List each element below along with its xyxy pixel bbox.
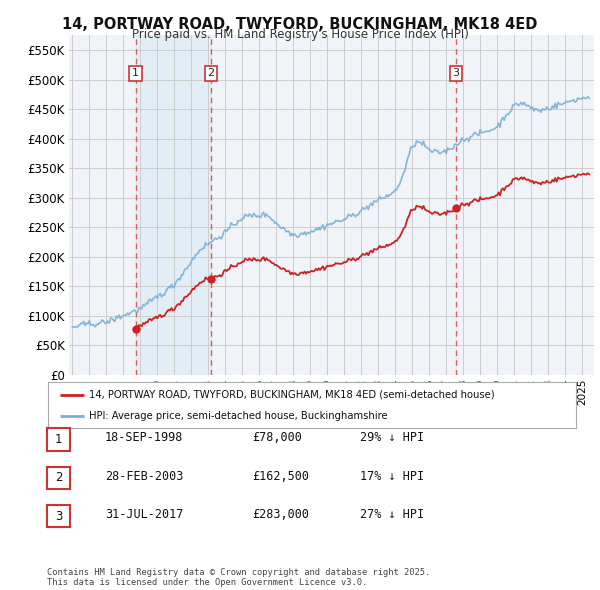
Text: 2: 2 bbox=[208, 68, 215, 78]
Bar bbox=[136, 35, 211, 375]
Text: 1: 1 bbox=[55, 433, 62, 446]
Text: £162,500: £162,500 bbox=[252, 470, 309, 483]
Text: 3: 3 bbox=[55, 510, 62, 523]
Text: 3: 3 bbox=[452, 68, 460, 78]
Text: £283,000: £283,000 bbox=[252, 508, 309, 521]
Text: 17% ↓ HPI: 17% ↓ HPI bbox=[360, 470, 424, 483]
Text: 14, PORTWAY ROAD, TWYFORD, BUCKINGHAM, MK18 4ED (semi-detached house): 14, PORTWAY ROAD, TWYFORD, BUCKINGHAM, M… bbox=[89, 389, 495, 399]
Text: 29% ↓ HPI: 29% ↓ HPI bbox=[360, 431, 424, 444]
Text: 27% ↓ HPI: 27% ↓ HPI bbox=[360, 508, 424, 521]
Text: £78,000: £78,000 bbox=[252, 431, 302, 444]
Text: 1: 1 bbox=[132, 68, 139, 78]
Text: HPI: Average price, semi-detached house, Buckinghamshire: HPI: Average price, semi-detached house,… bbox=[89, 411, 388, 421]
Text: Contains HM Land Registry data © Crown copyright and database right 2025.
This d: Contains HM Land Registry data © Crown c… bbox=[47, 568, 431, 587]
Text: 28-FEB-2003: 28-FEB-2003 bbox=[105, 470, 184, 483]
Text: 2: 2 bbox=[55, 471, 62, 484]
Text: 31-JUL-2017: 31-JUL-2017 bbox=[105, 508, 184, 521]
Text: 14, PORTWAY ROAD, TWYFORD, BUCKINGHAM, MK18 4ED: 14, PORTWAY ROAD, TWYFORD, BUCKINGHAM, M… bbox=[62, 17, 538, 31]
Text: 18-SEP-1998: 18-SEP-1998 bbox=[105, 431, 184, 444]
Text: Price paid vs. HM Land Registry's House Price Index (HPI): Price paid vs. HM Land Registry's House … bbox=[131, 28, 469, 41]
